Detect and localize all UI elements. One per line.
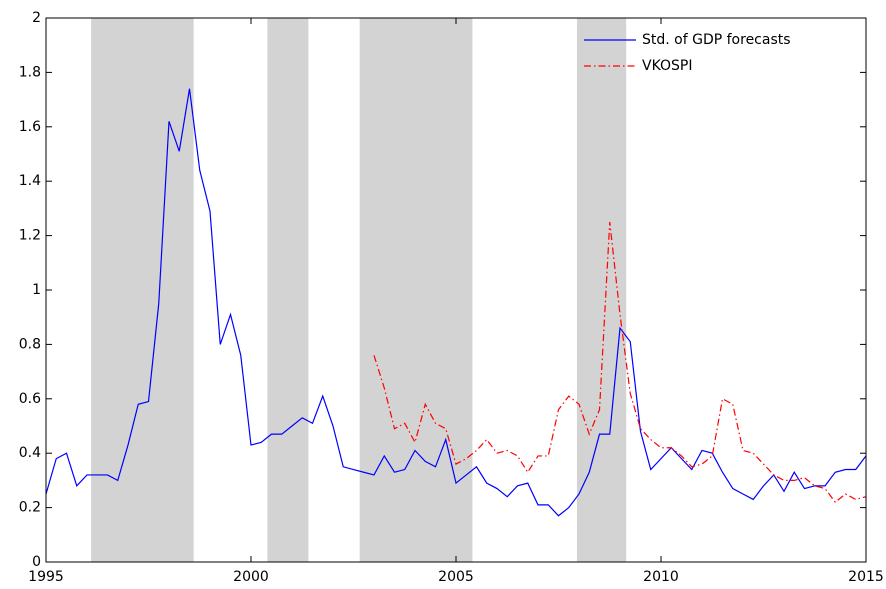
y-tick-label: 0.4 <box>19 445 41 461</box>
legend-label: VKOSPI <box>642 58 692 74</box>
line-series <box>373 221 867 504</box>
legend-label: Std. of GDP forecasts <box>642 32 791 48</box>
shaded-region <box>576 18 627 562</box>
y-tick-label: 2 <box>32 10 41 26</box>
x-tick-label: 2005 <box>438 569 474 585</box>
y-tick-label: 1 <box>32 282 41 298</box>
x-tick-label: 1995 <box>28 569 64 585</box>
y-tick-label: 0.8 <box>19 336 41 352</box>
line-series <box>45 88 867 517</box>
x-tick-label: 2015 <box>848 569 884 585</box>
y-tick-label: 1.6 <box>19 119 41 135</box>
y-tick-label: 0.6 <box>19 391 41 407</box>
y-tick-label: 0 <box>32 554 41 570</box>
y-tick-label: 0.2 <box>19 500 41 516</box>
y-tick-label: 1.8 <box>19 64 41 80</box>
x-tick-label: 2000 <box>233 569 269 585</box>
x-tick-label: 2010 <box>643 569 679 585</box>
shaded-region <box>91 18 194 562</box>
shaded-region <box>267 18 309 562</box>
y-tick-label: 1.2 <box>19 228 41 244</box>
y-tick-label: 1.4 <box>19 173 41 189</box>
